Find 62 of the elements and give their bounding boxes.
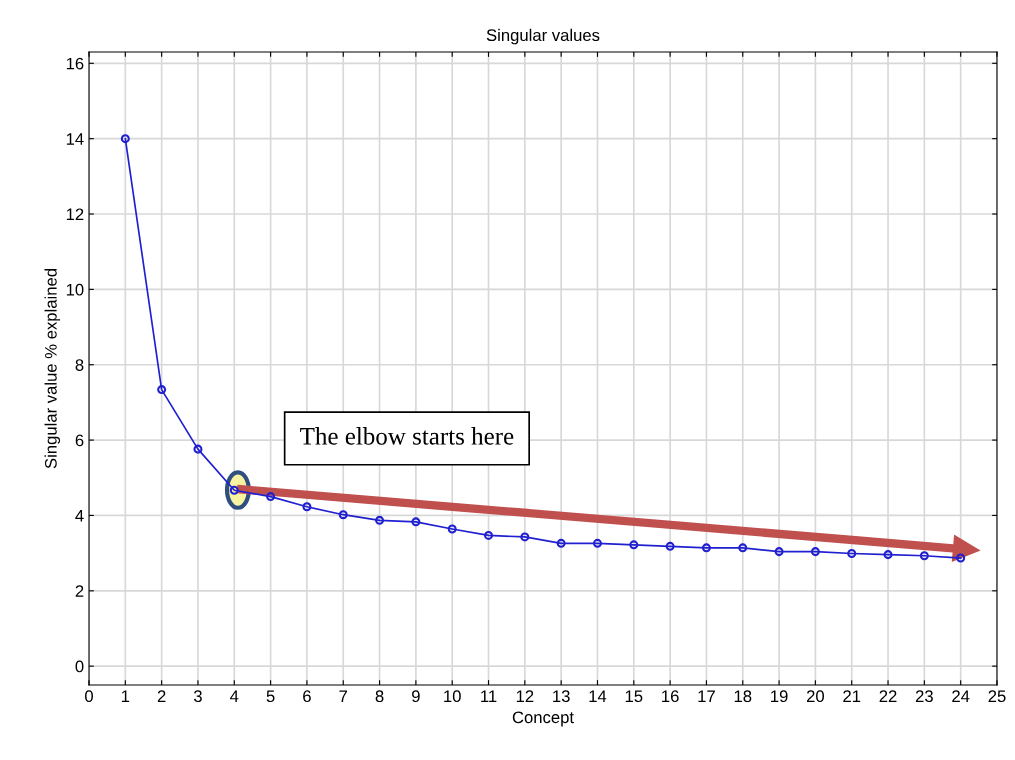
point (738, 543, 748, 553)
x-tick-label: 11 (481, 690, 497, 702)
x-tick-label: 25 (988, 690, 1006, 703)
y-tick-label: 4 (75, 510, 84, 522)
x-tick-label: 21 (843, 690, 861, 702)
point (302, 502, 312, 512)
point (266, 492, 276, 502)
y-axis-title: Singular value % explained (44, 269, 61, 469)
y-tick-label: 2 (75, 585, 84, 597)
x-axis-title: Concept (512, 711, 574, 727)
y-tick-label: 14 (66, 133, 84, 145)
x-tick-label: 20 (806, 690, 825, 703)
x-tick-label: 19 (771, 690, 788, 703)
y-tick-label: 12 (66, 208, 84, 221)
point (411, 517, 421, 527)
y-tick-label: 10 (66, 283, 84, 296)
point (956, 553, 966, 563)
point (120, 134, 130, 144)
x-tick-label: 15 (625, 690, 643, 703)
x-tick-label: 13 (553, 690, 570, 703)
x-tick-label: 17 (698, 690, 715, 702)
point (701, 543, 711, 553)
x-tick-label: 16 (662, 690, 679, 703)
y-tick-label: 0 (75, 660, 84, 673)
point (810, 547, 820, 557)
x-tick-label: 0 (85, 690, 93, 703)
point (157, 385, 167, 395)
x-tick-label: 1 (121, 690, 130, 702)
x-tick-label: 6 (303, 690, 311, 703)
y-tick-label: 8 (75, 359, 84, 371)
point (484, 530, 494, 540)
y-tick-label: 16 (66, 57, 84, 70)
x-tick-label: 14 (589, 690, 607, 702)
point (338, 510, 348, 520)
x-tick-label: 23 (915, 690, 933, 703)
x-tick-label: 22 (879, 690, 897, 702)
point (447, 524, 457, 534)
x-tick-label: 12 (516, 690, 534, 702)
point (883, 550, 893, 560)
point (592, 538, 602, 548)
x-tick-label: 2 (157, 690, 166, 702)
x-tick-label: 18 (734, 690, 752, 703)
point (193, 444, 203, 454)
x-tick-label: 24 (952, 690, 970, 702)
y-tick-label: 6 (75, 434, 84, 447)
point (556, 538, 566, 548)
annotation: The elbow starts here (300, 427, 514, 445)
point (774, 547, 784, 557)
x-tick-label: 10 (444, 690, 461, 703)
x-tick-label: 5 (266, 690, 275, 703)
x-tick-label: 3 (193, 690, 202, 703)
point (520, 532, 530, 542)
point (665, 541, 675, 551)
x-tick-label: 7 (339, 690, 348, 702)
chart-title: Singular values (486, 28, 600, 45)
point (919, 551, 929, 561)
point (629, 540, 639, 550)
x-tick-label: 8 (375, 690, 384, 703)
x-tick-label: 4 (230, 690, 239, 702)
x-tick-label: 9 (412, 690, 420, 703)
point (847, 548, 857, 559)
point (375, 515, 385, 525)
